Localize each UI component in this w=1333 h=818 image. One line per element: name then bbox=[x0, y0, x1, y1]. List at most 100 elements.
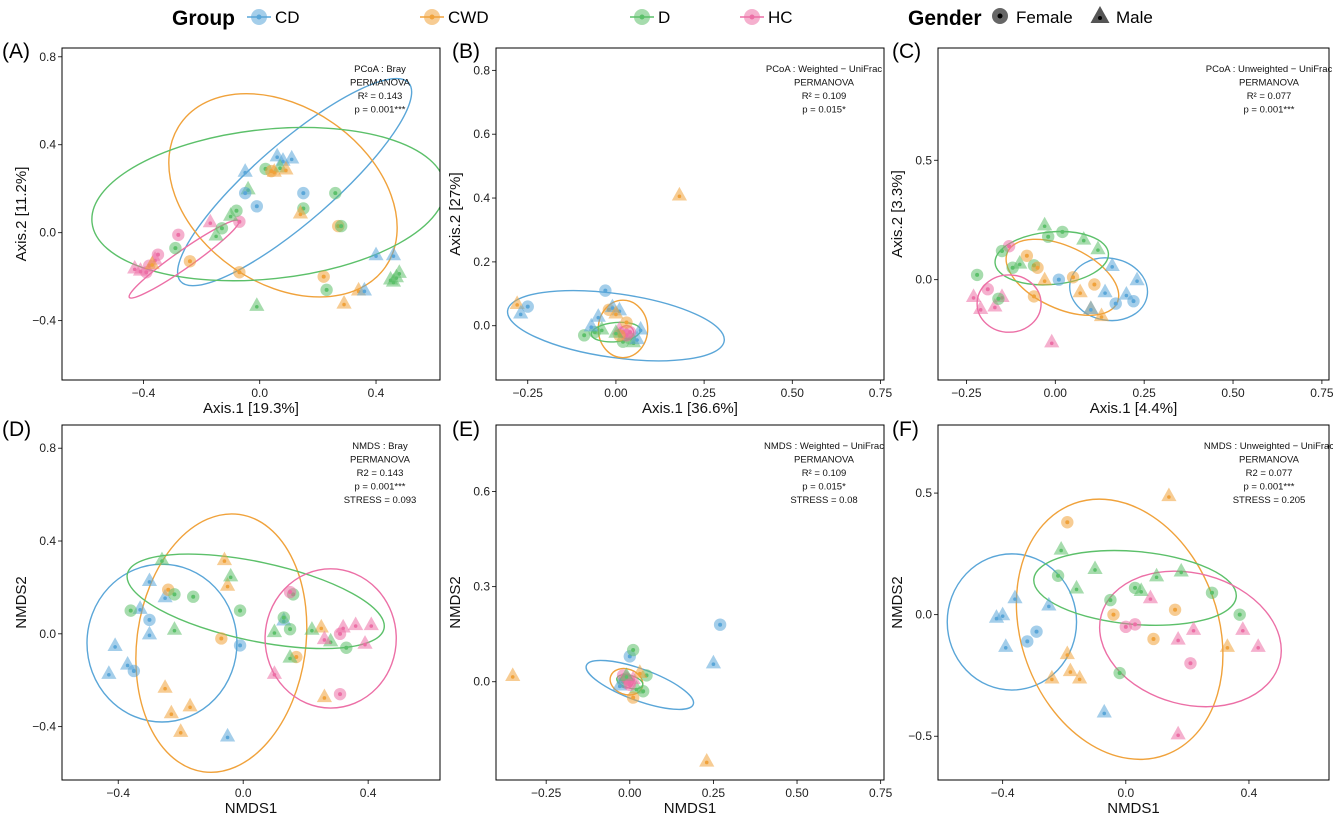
cd-male-point-center bbox=[289, 157, 294, 162]
panel-frame bbox=[61, 47, 441, 381]
hc-female-point-center bbox=[1133, 622, 1138, 627]
annotation-line: PERMANOVA bbox=[794, 78, 855, 89]
d-male-point bbox=[166, 621, 183, 635]
y-tick-label: 0.4 bbox=[39, 138, 56, 152]
cwd-male-point bbox=[1072, 669, 1088, 684]
cwd-female-point-center bbox=[187, 259, 192, 264]
annotation-line: STRESS = 0.093 bbox=[344, 495, 417, 506]
panel-label: (C) bbox=[892, 40, 921, 63]
d-female-point-center bbox=[1210, 590, 1215, 595]
d-male-point bbox=[154, 551, 170, 566]
cwd-female-point-center bbox=[321, 274, 326, 279]
d-female-point-center bbox=[288, 627, 293, 632]
cwd-male-point bbox=[1093, 307, 1110, 322]
cwd-female-point-center bbox=[1092, 282, 1097, 287]
cd-male-point bbox=[101, 665, 117, 679]
d-male-point-center bbox=[172, 628, 177, 633]
y-tick-label: 0.0 bbox=[915, 608, 932, 622]
cd-male-point-center bbox=[147, 633, 152, 638]
hc-male-point-center bbox=[978, 308, 983, 312]
x-tick-label: −0.4 bbox=[106, 786, 130, 800]
panel-frame bbox=[495, 47, 885, 381]
cwd-male-point bbox=[608, 304, 624, 319]
d-male-point-center bbox=[272, 631, 277, 635]
plot-area bbox=[91, 77, 440, 311]
cwd-male-point-center bbox=[1042, 279, 1047, 283]
cwd-male-point-center bbox=[188, 705, 192, 710]
plot-area bbox=[506, 186, 725, 362]
cd-female-point-center bbox=[301, 191, 306, 196]
x-tick-label: 0.75 bbox=[1310, 386, 1333, 400]
cwd-male-point bbox=[1059, 645, 1075, 660]
y-tick-label: 0.3 bbox=[473, 580, 490, 594]
cd-male-point bbox=[1041, 596, 1057, 611]
d-male-point bbox=[618, 667, 635, 682]
hc-female-point-center bbox=[237, 219, 242, 224]
cwd-female-point-center bbox=[1173, 607, 1178, 612]
d-male-point-center bbox=[1096, 248, 1100, 252]
cd-male-point-center bbox=[1135, 279, 1139, 283]
d-female-point-center bbox=[333, 191, 338, 196]
cwd-male-point-center bbox=[614, 312, 618, 317]
annotation-line: NMDS : Unweighted − UniFrac bbox=[1204, 441, 1333, 452]
legend-d-label: D bbox=[658, 8, 670, 27]
y-tick-label: −0.4 bbox=[32, 720, 56, 734]
cwd-male-point bbox=[1161, 487, 1177, 502]
y-tick-label: 0.0 bbox=[39, 627, 56, 641]
annotation-line: p = 0.015* bbox=[802, 482, 846, 493]
cwd-female-point-center bbox=[1035, 265, 1040, 270]
d-male-point-center bbox=[624, 675, 629, 679]
cd-female-point-center bbox=[147, 617, 152, 622]
cwd-male-point bbox=[1072, 283, 1088, 298]
y-tick-label: 0.2 bbox=[473, 255, 490, 269]
d-female-point-center bbox=[641, 689, 646, 694]
ellipse-hc bbox=[1098, 570, 1282, 708]
hc-male-point-center bbox=[132, 267, 137, 272]
annotation-line: R² = 0.109 bbox=[802, 91, 847, 102]
cwd-male-point bbox=[163, 704, 179, 719]
hc-female-point-center bbox=[1007, 244, 1012, 249]
annotation-line: PERMANOVA bbox=[1239, 455, 1300, 466]
cd-male-point-center bbox=[138, 608, 142, 612]
hc-female-point-center bbox=[144, 270, 149, 275]
hc-female-point-center bbox=[338, 692, 343, 697]
cd-male-point bbox=[1104, 257, 1120, 271]
cwd-female-point-center bbox=[1151, 636, 1156, 641]
d-male-point bbox=[282, 649, 298, 663]
annotation-line: R2 = 0.077 bbox=[1246, 468, 1293, 479]
cwd-male-point bbox=[144, 255, 160, 270]
cd-male-point-center bbox=[1103, 291, 1107, 295]
cwd-male-point-center bbox=[1065, 653, 1070, 657]
annotation-line: p = 0.015* bbox=[802, 105, 846, 116]
hc-male-point-center bbox=[1191, 628, 1196, 633]
cd-male-point-center bbox=[635, 338, 639, 342]
ellipse-cwd bbox=[168, 92, 398, 298]
cwd-female-point-center bbox=[1065, 520, 1070, 525]
x-tick-label: 0.0 bbox=[1117, 786, 1134, 800]
cd-male-point bbox=[513, 304, 529, 319]
cd-female-point-center bbox=[603, 288, 608, 293]
cd-male-point-center bbox=[638, 328, 643, 333]
y-axis-title: NMDS2 bbox=[447, 576, 464, 629]
hc-female-point-center bbox=[176, 232, 181, 237]
cd-male-point-center bbox=[163, 596, 167, 600]
d-male-point bbox=[1076, 231, 1092, 245]
cd-male-point bbox=[1096, 703, 1112, 718]
d-female-point-center bbox=[1108, 598, 1113, 603]
annotation-line: NMDS : Bray bbox=[352, 441, 408, 452]
y-tick-label: −0.4 bbox=[32, 314, 56, 328]
hc-female-point-center bbox=[627, 682, 632, 687]
cd-male-point-center bbox=[1003, 645, 1008, 650]
hc-male-point bbox=[1044, 333, 1060, 348]
hc-female-point-center bbox=[628, 330, 633, 335]
cd-male-point bbox=[705, 654, 722, 669]
annotation-line: PCoA : Weighted − UniFrac bbox=[766, 64, 883, 75]
cd-male-point-center bbox=[1000, 614, 1005, 618]
hc-male-point-center bbox=[993, 305, 997, 310]
hc-female-point-center bbox=[1188, 661, 1193, 666]
hc-male-point bbox=[363, 616, 379, 631]
cwd-female-point-center bbox=[219, 636, 224, 641]
d-male-point bbox=[266, 623, 283, 638]
legend-female-label: Female bbox=[1016, 8, 1073, 27]
d-female-point-center bbox=[999, 249, 1004, 254]
